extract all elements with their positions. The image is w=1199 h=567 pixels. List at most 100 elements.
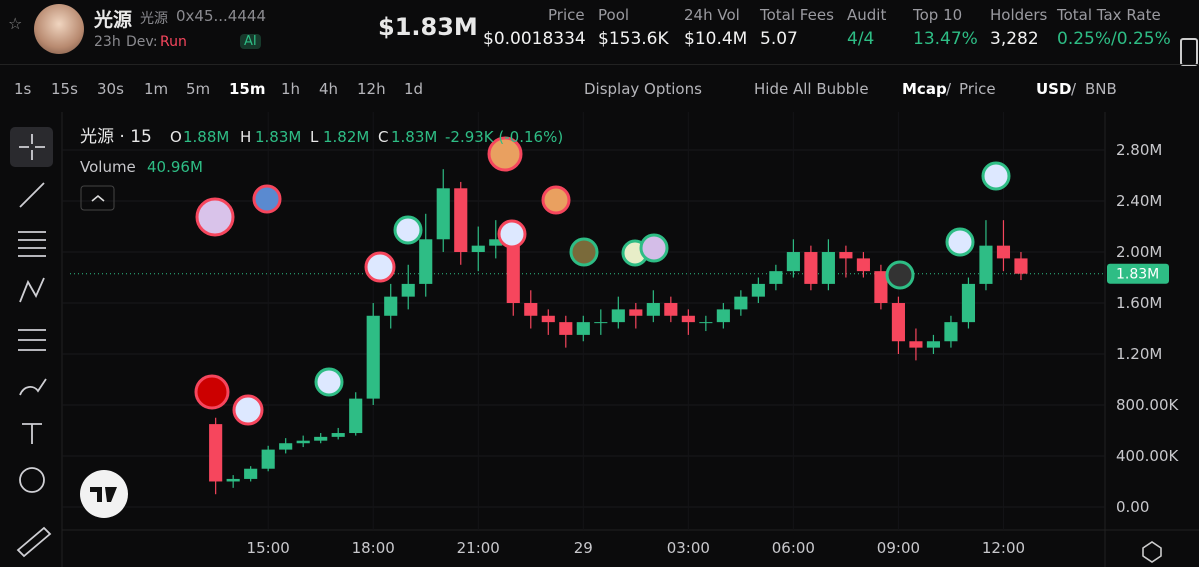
tv-logo-mark xyxy=(90,487,117,502)
star-icon[interactable]: ☆ xyxy=(8,14,23,33)
stat-label: Total Tax Rate xyxy=(1057,6,1161,24)
candle-body xyxy=(296,440,310,444)
y-tick-label: 2.00M xyxy=(1116,243,1162,261)
dev-label: Dev: xyxy=(126,34,158,50)
interval-button[interactable]: 4h xyxy=(319,80,339,98)
legend-l-label: L xyxy=(310,128,319,146)
x-tick-label: 29 xyxy=(574,539,593,557)
candle-body xyxy=(279,443,293,450)
candle-body xyxy=(839,252,853,259)
x-tick-label: 12:00 xyxy=(982,539,1025,557)
trade-bubble[interactable] xyxy=(945,227,975,257)
candle-body xyxy=(751,283,765,297)
candle-body xyxy=(541,315,555,323)
chart-bg xyxy=(0,112,1199,567)
candle-body xyxy=(734,296,748,310)
mode-option[interactable]: Price xyxy=(959,80,996,98)
stat-value: 5.07 xyxy=(760,29,798,49)
ruler-tool[interactable] xyxy=(16,526,52,558)
currency-option[interactable]: USD xyxy=(1036,80,1072,98)
candle-body xyxy=(804,252,818,284)
mode-option[interactable]: Mcap xyxy=(902,80,947,98)
candle-body xyxy=(821,252,835,284)
token-avatar xyxy=(34,4,84,54)
divider xyxy=(0,64,1199,65)
token-name: 光源 xyxy=(94,9,133,31)
expand-icon[interactable] xyxy=(1180,38,1198,66)
trade-bubble[interactable] xyxy=(314,367,344,397)
candle-body xyxy=(209,424,223,482)
fib-tool[interactable] xyxy=(18,231,46,257)
trade-bubble[interactable] xyxy=(497,219,527,249)
interval-button[interactable]: 15m xyxy=(229,80,266,98)
candle-body xyxy=(454,188,468,253)
emoji-tool[interactable] xyxy=(19,467,45,493)
x-tick-label: 18:00 xyxy=(352,539,395,557)
drawing-tools xyxy=(10,127,53,558)
interval-button[interactable]: 1s xyxy=(14,80,32,98)
trade-bubble[interactable] xyxy=(195,197,235,237)
brush-tool[interactable] xyxy=(19,378,47,396)
trade-bubble[interactable] xyxy=(487,136,523,172)
tool-active-bg[interactable] xyxy=(10,127,53,167)
interval-button[interactable]: 15s xyxy=(51,80,78,98)
hide-bubble[interactable]: Hide All Bubble xyxy=(754,80,869,98)
stat-label: Top 10 xyxy=(913,6,963,24)
collapse-icon xyxy=(91,194,105,202)
stat-value: 13.47% xyxy=(913,29,978,49)
text-tool[interactable] xyxy=(22,423,42,444)
interval-button[interactable]: 1m xyxy=(144,80,169,98)
candle-body xyxy=(629,309,643,316)
legend-c-label: C xyxy=(378,128,388,146)
trade-bubble[interactable] xyxy=(252,184,282,214)
candle-body xyxy=(944,322,958,342)
interval-button[interactable]: 1h xyxy=(281,80,301,98)
candle-body xyxy=(314,436,328,441)
candle-body xyxy=(559,322,573,335)
candle-body xyxy=(384,296,398,316)
currency-option[interactable]: / xyxy=(1071,80,1077,98)
ai-badge[interactable]: AI xyxy=(240,34,261,49)
ohlc-legend: 光源 · 15 O 1.88M H 1.83M L 1.82M C 1.83M … xyxy=(80,127,563,211)
mode-option[interactable]: / xyxy=(946,80,952,98)
display-options[interactable]: Display Options xyxy=(584,80,702,98)
settings-icon[interactable] xyxy=(1142,541,1162,563)
trade-bubble[interactable] xyxy=(981,161,1011,191)
candle-body xyxy=(401,283,415,297)
candle-body xyxy=(244,468,258,479)
candle-body xyxy=(699,322,713,324)
trade-bubble[interactable] xyxy=(232,394,264,426)
last-price-tag xyxy=(1107,263,1169,284)
legend-h-label: H xyxy=(240,128,251,146)
collapse-legend[interactable] xyxy=(80,185,115,211)
y-tick-label: 1.60M xyxy=(1116,294,1162,312)
interval-button[interactable]: 1d xyxy=(404,80,424,98)
candle-body xyxy=(576,322,590,335)
trade-bubble[interactable] xyxy=(639,233,669,263)
candle-body xyxy=(331,433,345,437)
trade-bubbles xyxy=(194,136,1011,426)
candle-body xyxy=(366,315,380,399)
market-cap: $1.83M xyxy=(378,13,478,41)
pattern-tool[interactable] xyxy=(19,277,45,303)
interval-button[interactable]: 5m xyxy=(186,80,211,98)
interval-button[interactable]: 30s xyxy=(97,80,124,98)
trade-bubble[interactable] xyxy=(393,215,423,245)
interval-button[interactable]: 12h xyxy=(357,80,386,98)
candle-body xyxy=(961,283,976,323)
measure-tool[interactable] xyxy=(18,329,46,351)
trade-bubble[interactable] xyxy=(885,260,915,290)
stat-label: Holders xyxy=(990,6,1048,24)
trade-bubble[interactable] xyxy=(364,251,396,283)
trade-bubble[interactable] xyxy=(541,185,571,215)
trade-bubble[interactable] xyxy=(194,374,230,410)
trade-bubble[interactable] xyxy=(569,237,599,267)
token-address[interactable]: 0x45...4444 xyxy=(176,7,266,25)
stat-value: $153.6K xyxy=(598,29,669,49)
line-tool[interactable] xyxy=(19,182,45,208)
currency-option[interactable]: BNB xyxy=(1085,80,1117,98)
crosshair-tool[interactable] xyxy=(19,134,45,160)
stat-value: $0.0018334 xyxy=(483,29,586,49)
y-tick-label: 1.20M xyxy=(1116,345,1162,363)
